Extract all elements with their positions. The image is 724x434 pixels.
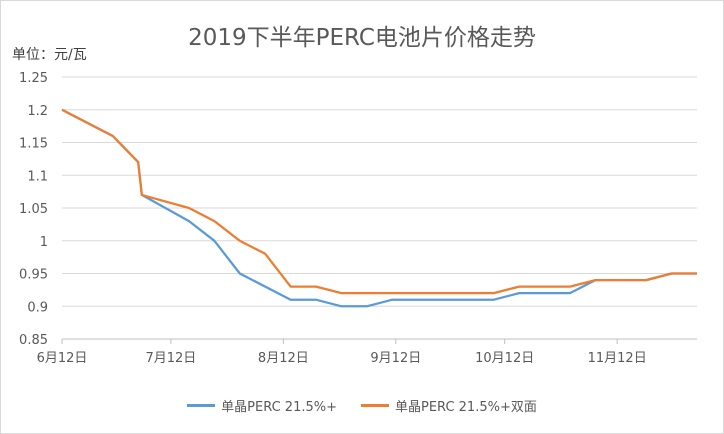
legend-item-mono: 单晶PERC 21.5%+ bbox=[187, 396, 337, 415]
y-tick-label: 1.05 bbox=[19, 202, 48, 217]
legend-item-bifacial: 单晶PERC 21.5%+双面 bbox=[361, 396, 537, 415]
x-tick-label: 8月12日 bbox=[258, 351, 309, 366]
y-tick-label: 0.9 bbox=[27, 300, 48, 315]
y-axis-unit-label: 单位：元/瓦 bbox=[12, 47, 87, 63]
legend-label: 单晶PERC 21.5%+ bbox=[221, 400, 337, 415]
y-tick-label: 1 bbox=[40, 235, 48, 250]
chart-title: 2019下半年PERC电池片价格走势 bbox=[188, 25, 536, 51]
y-tick-label: 1.25 bbox=[19, 71, 48, 86]
y-tick-label: 0.95 bbox=[19, 268, 48, 283]
x-tick-label: 10月12日 bbox=[475, 351, 534, 366]
y-tick-label: 1.15 bbox=[19, 137, 48, 152]
y-tick-label: 0.85 bbox=[19, 333, 48, 348]
series-line-1 bbox=[61, 108, 697, 295]
legend-label: 单晶PERC 21.5%+双面 bbox=[395, 400, 537, 415]
legend: 单晶PERC 21.5%+ 单晶PERC 21.5%+双面 bbox=[0, 396, 724, 415]
x-tick-label: 9月12日 bbox=[370, 351, 421, 366]
x-tick-label: 11月12日 bbox=[588, 351, 647, 366]
y-tick-label: 1.1 bbox=[27, 169, 48, 184]
y-tick-label: 1.2 bbox=[27, 104, 48, 119]
legend-swatch bbox=[187, 404, 216, 407]
legend-swatch bbox=[361, 404, 389, 407]
x-tick-label: 6月12日 bbox=[37, 351, 88, 366]
x-tick-label: 7月12日 bbox=[145, 351, 196, 366]
